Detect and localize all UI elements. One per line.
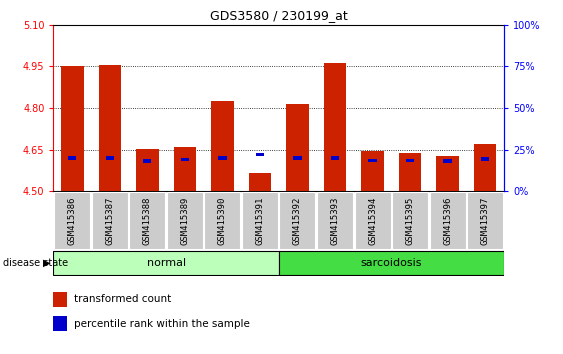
Bar xyxy=(361,151,384,191)
Bar xyxy=(286,104,309,191)
Bar xyxy=(181,158,189,161)
Bar xyxy=(256,153,264,156)
FancyBboxPatch shape xyxy=(129,192,166,249)
Bar xyxy=(331,156,339,160)
FancyBboxPatch shape xyxy=(279,192,315,249)
Text: GSM415392: GSM415392 xyxy=(293,196,302,245)
FancyBboxPatch shape xyxy=(204,192,240,249)
FancyBboxPatch shape xyxy=(355,192,391,249)
Bar xyxy=(406,159,414,162)
FancyBboxPatch shape xyxy=(92,192,128,249)
FancyBboxPatch shape xyxy=(53,251,279,275)
Bar xyxy=(436,156,459,191)
Text: GSM415391: GSM415391 xyxy=(256,196,265,245)
Text: normal: normal xyxy=(146,258,186,268)
Text: disease state: disease state xyxy=(3,258,68,268)
Text: GSM415389: GSM415389 xyxy=(180,196,189,245)
FancyBboxPatch shape xyxy=(167,192,203,249)
FancyBboxPatch shape xyxy=(279,251,504,275)
Text: ▶: ▶ xyxy=(43,258,51,268)
FancyBboxPatch shape xyxy=(317,192,353,249)
Bar xyxy=(136,149,159,191)
Text: sarcoidosis: sarcoidosis xyxy=(360,258,422,268)
Text: GSM415390: GSM415390 xyxy=(218,196,227,245)
Bar xyxy=(249,173,271,191)
Bar xyxy=(218,156,226,160)
Bar xyxy=(68,156,77,160)
Text: transformed count: transformed count xyxy=(74,294,171,304)
Text: GSM415393: GSM415393 xyxy=(330,196,339,245)
Bar xyxy=(399,153,421,191)
Text: GSM415396: GSM415396 xyxy=(443,196,452,245)
FancyBboxPatch shape xyxy=(54,192,90,249)
Text: GSM415388: GSM415388 xyxy=(143,196,152,245)
FancyBboxPatch shape xyxy=(430,192,466,249)
Text: percentile rank within the sample: percentile rank within the sample xyxy=(74,319,249,329)
Bar xyxy=(173,147,196,191)
Bar xyxy=(474,144,497,191)
Bar xyxy=(324,63,346,191)
Title: GDS3580 / 230199_at: GDS3580 / 230199_at xyxy=(210,9,347,22)
FancyBboxPatch shape xyxy=(242,192,278,249)
Text: GSM415386: GSM415386 xyxy=(68,196,77,245)
Bar xyxy=(143,159,151,163)
Bar xyxy=(99,65,121,191)
Text: GSM415397: GSM415397 xyxy=(481,196,490,245)
FancyBboxPatch shape xyxy=(467,192,503,249)
Text: GSM415395: GSM415395 xyxy=(405,196,414,245)
Bar xyxy=(106,156,114,160)
Bar xyxy=(53,316,67,331)
FancyBboxPatch shape xyxy=(392,192,428,249)
Text: GSM415394: GSM415394 xyxy=(368,196,377,245)
Bar xyxy=(61,66,83,191)
Bar xyxy=(481,157,489,161)
Bar xyxy=(368,159,377,162)
Bar xyxy=(53,292,67,307)
Bar xyxy=(211,101,234,191)
Bar xyxy=(444,159,452,163)
Text: GSM415387: GSM415387 xyxy=(105,196,114,245)
Bar xyxy=(293,156,302,160)
